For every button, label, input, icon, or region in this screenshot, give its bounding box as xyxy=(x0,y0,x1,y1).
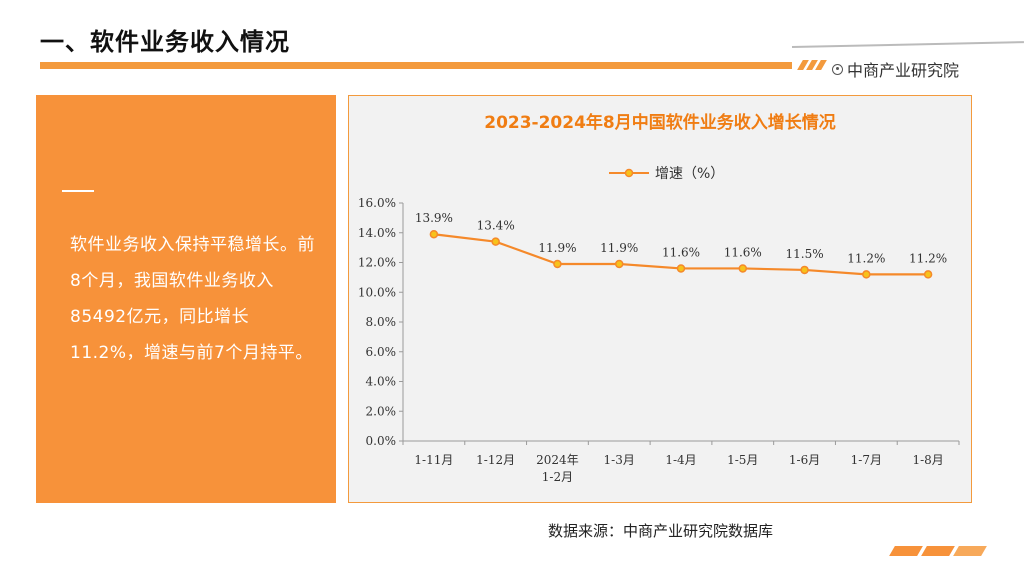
data-point xyxy=(614,259,624,269)
data-label: 13.9% xyxy=(415,211,453,225)
y-tick-label: 6.0% xyxy=(366,345,397,359)
x-tick-label: 1-4月 xyxy=(665,453,696,467)
data-point xyxy=(738,264,748,273)
footer-stripes xyxy=(889,546,992,556)
data-label: 11.5% xyxy=(785,247,823,261)
brand: 中商产业研究院 xyxy=(832,57,959,81)
data-label: 11.6% xyxy=(662,245,700,259)
summary-text: 软件业务收入保持平稳增长。前8个月，我国软件业务收入85492亿元，同比增长11… xyxy=(70,235,315,363)
y-tick-label: 8.0% xyxy=(366,315,397,329)
data-point xyxy=(800,265,809,275)
x-tick-label: 1-7月 xyxy=(851,453,882,467)
x-tick-label: 1-8月 xyxy=(912,453,943,467)
y-tick-label: 10.0% xyxy=(358,285,396,299)
data-label: 11.2% xyxy=(909,251,947,265)
data-point xyxy=(553,259,562,269)
header-stripes xyxy=(797,60,830,70)
legend-line-marker xyxy=(609,168,649,178)
data-label: 11.2% xyxy=(847,251,885,265)
y-tick-label: 4.0% xyxy=(366,375,397,389)
x-tick-label: 2024年 xyxy=(536,453,579,467)
y-tick-label: 14.0% xyxy=(358,226,396,240)
data-label: 11.9% xyxy=(538,241,576,255)
data-source: 数据来源：中商产业研究院数据库 xyxy=(548,522,774,540)
data-point xyxy=(491,237,500,246)
decorative-line xyxy=(791,41,1024,48)
x-tick-label: 1-11月 xyxy=(414,453,453,467)
y-tick-label: 16.0% xyxy=(358,196,396,210)
data-point xyxy=(923,270,933,279)
chart-title: 2023-2024年8月中国软件业务收入增长情况 xyxy=(484,113,836,133)
x-tick-label: 1-6月 xyxy=(789,453,820,467)
chart-legend: 增速（%） xyxy=(609,163,724,183)
title-underline xyxy=(40,62,792,69)
y-tick-label: 12.0% xyxy=(358,256,396,270)
x-tick-label: 1-5月 xyxy=(727,453,758,467)
chart-container: 2023-2024年8月中国软件业务收入增长情况 增速（%） 0.0% 2.0% 4… xyxy=(348,95,972,503)
data-label: 13.4% xyxy=(477,219,515,233)
y-tick-label: 0.0% xyxy=(366,434,397,448)
data-label: 11.6% xyxy=(724,245,762,259)
x-tick-label: 1-3月 xyxy=(604,453,635,467)
panel-divider xyxy=(62,190,94,192)
brand-logo-icon xyxy=(832,63,843,75)
x-tick-label: 1-2月 xyxy=(542,470,573,484)
x-tick-label: 1-12月 xyxy=(476,453,515,467)
legend-label: 增速（%） xyxy=(655,166,725,182)
page-title: 一、软件业务收入情况 xyxy=(40,28,290,56)
summary-panel: 软件业务收入保持平稳增长。前8个月，我国软件业务收入85492亿元，同比增长11… xyxy=(36,95,336,503)
data-point xyxy=(676,264,686,273)
data-point xyxy=(862,270,871,279)
data-point xyxy=(429,229,439,239)
line-chart: 0.0% 2.0% 4.0% 6.0% 8.0% 10.0% 12.0% 14.0% 16.0%… xyxy=(358,196,960,484)
data-label: 11.9% xyxy=(600,241,638,255)
brand-name: 中商产业研究院 xyxy=(847,61,960,80)
y-tick-label: 2.0% xyxy=(366,404,397,418)
